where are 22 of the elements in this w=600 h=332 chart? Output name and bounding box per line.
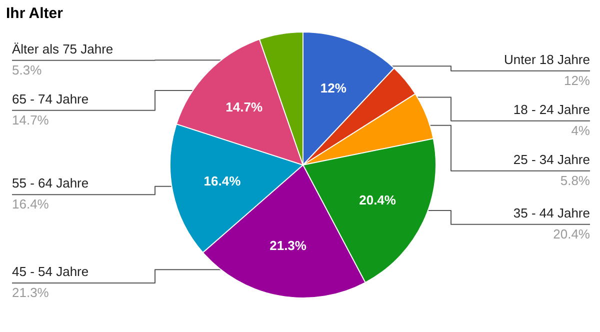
slice-label: 65 - 74 Jahre [12, 91, 89, 106]
data-label: 4% [571, 122, 590, 138]
data-label: 5.8% [560, 172, 590, 188]
data-label: 5.3% [12, 62, 42, 78]
slice-label: Älter als 75 Jahre [12, 41, 114, 56]
slice-label: 18 - 24 Jahre [513, 102, 590, 117]
text: 14.7% [12, 112, 49, 128]
data-label: 12% [320, 80, 347, 96]
chart-title: Ihr Alter [6, 5, 64, 22]
data-label: 14.7% [226, 99, 263, 114]
slice-label: Unter 18 Jahre [504, 52, 590, 67]
slice-label: 55 - 64 Jahre [12, 176, 89, 191]
data-label: 21.3% [270, 238, 307, 254]
text: 20.4% [553, 226, 590, 242]
data-label: 20.4% [359, 192, 396, 208]
slice-label: 25 - 34 Jahre [513, 152, 590, 167]
slice-label: 35 - 44 Jahre [513, 205, 590, 220]
text: 21.3% [12, 285, 49, 300]
text: 12% [564, 72, 590, 88]
slice-label: 45 - 54 Jahre [12, 264, 89, 279]
data-label: 16.4% [204, 174, 242, 189]
text: 16.4% [12, 196, 49, 212]
